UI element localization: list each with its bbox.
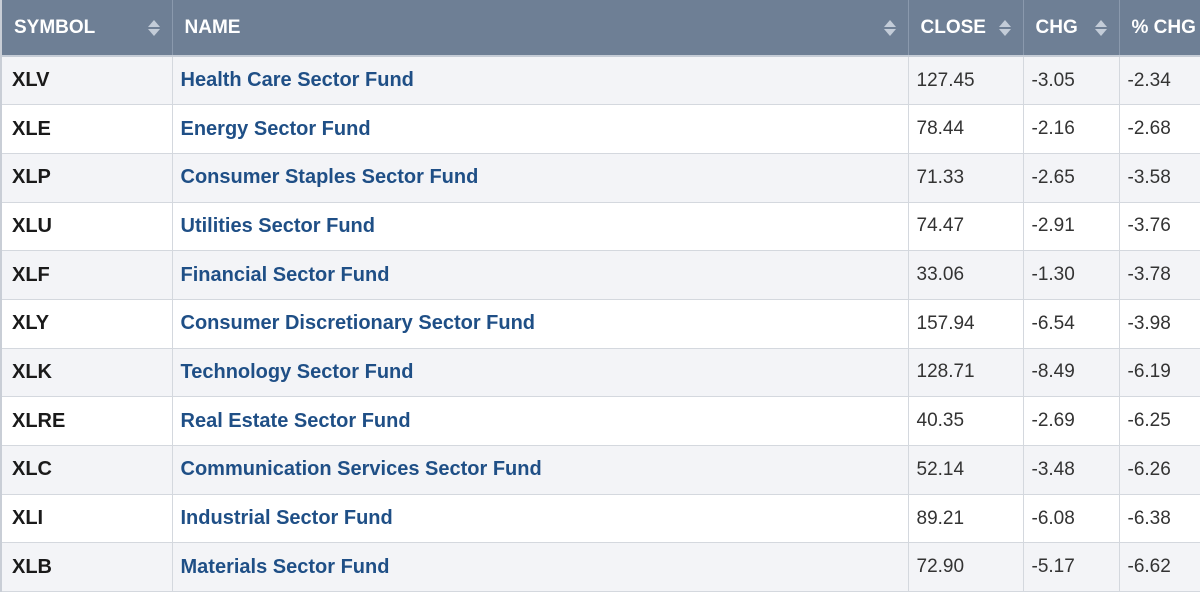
table-row: XLRE Real Estate Sector Fund 40.35 -2.69 -6.… xyxy=(2,396,1200,446)
fund-name-link[interactable]: Real Estate Sector Fund xyxy=(180,409,411,432)
fund-name-cell: Energy Sector Fund xyxy=(172,104,909,154)
fund-name-link[interactable]: Financial Sector Fund xyxy=(180,263,390,286)
symbol-cell: XLY xyxy=(2,299,173,349)
symbol-cell: XLU xyxy=(2,202,173,252)
symbol-cell: XLE xyxy=(2,104,173,154)
table-row: XLP Consumer Staples Sector Fund 71.33 -2.6… xyxy=(2,153,1200,203)
pct-chg-cell: -3.58 xyxy=(1119,153,1200,203)
close-cell: 157.94 xyxy=(908,299,1024,349)
sort-arrows-icon[interactable] xyxy=(998,19,1011,36)
fund-name-cell: Technology Sector Fund xyxy=(172,348,909,398)
fund-name-cell: Consumer Discretionary Sector Fund xyxy=(172,299,909,349)
table-row: XLK Technology Sector Fund 128.71 -8.49 -6.1… xyxy=(2,348,1200,398)
pct-chg-cell: -2.34 xyxy=(1119,56,1200,106)
table-body: XLV Health Care Sector Fund 127.45 -3.05 -2.… xyxy=(2,56,1200,592)
column-header-label: SYMBOL xyxy=(14,16,96,38)
close-cell: 78.44 xyxy=(908,104,1024,154)
close-cell: 40.35 xyxy=(908,396,1024,446)
close-cell: 127.45 xyxy=(908,56,1024,106)
pct-chg-cell: -6.38 xyxy=(1119,494,1200,544)
column-header-label: CHG xyxy=(1035,16,1078,38)
chg-cell: -2.65 xyxy=(1023,153,1120,203)
chg-cell: -2.16 xyxy=(1023,104,1120,154)
close-cell: 128.71 xyxy=(908,348,1024,398)
fund-name-cell: Real Estate Sector Fund xyxy=(172,396,909,446)
chg-cell: -2.91 xyxy=(1023,202,1120,252)
column-header-pct-chg[interactable]: % CHG xyxy=(1119,0,1200,57)
chg-cell: -2.69 xyxy=(1023,396,1120,446)
chg-cell: -1.30 xyxy=(1023,250,1120,300)
fund-name-cell: Communication Services Sector Fund xyxy=(172,445,909,495)
close-cell: 33.06 xyxy=(908,250,1024,300)
pct-chg-cell: -6.19 xyxy=(1119,348,1200,398)
symbol-cell: XLP xyxy=(2,153,173,203)
fund-name-link[interactable]: Industrial Sector Fund xyxy=(180,507,393,530)
fund-name-link[interactable]: Consumer Discretionary Sector Fund xyxy=(180,312,536,335)
fund-name-link[interactable]: Materials Sector Fund xyxy=(180,555,390,578)
fund-name-link[interactable]: Energy Sector Fund xyxy=(180,117,371,140)
symbol-cell: XLI xyxy=(2,494,173,544)
fund-name-cell: Consumer Staples Sector Fund xyxy=(172,153,909,203)
pct-chg-cell: -3.76 xyxy=(1119,202,1200,252)
fund-name-cell: Financial Sector Fund xyxy=(172,250,909,300)
column-header-chg[interactable]: CHG xyxy=(1023,0,1120,57)
pct-chg-cell: -3.98 xyxy=(1119,299,1200,349)
close-cell: 72.90 xyxy=(908,542,1024,592)
table-row: XLV Health Care Sector Fund 127.45 -3.05 -2.… xyxy=(2,56,1200,106)
column-header-symbol[interactable]: SYMBOL xyxy=(2,0,173,57)
chg-cell: -3.05 xyxy=(1023,56,1120,106)
fund-name-cell: Utilities Sector Fund xyxy=(172,202,909,252)
fund-name-link[interactable]: Health Care Sector Fund xyxy=(180,69,414,92)
close-cell: 74.47 xyxy=(908,202,1024,252)
table-row: XLY Consumer Discretionary Sector Fund 157… xyxy=(2,299,1200,349)
fund-name-link[interactable]: Consumer Staples Sector Fund xyxy=(180,166,479,189)
table-row: XLF Financial Sector Fund 33.06 -1.30 -3.78 xyxy=(2,250,1200,300)
sort-arrows-icon[interactable] xyxy=(1094,19,1107,36)
column-header-label: % CHG xyxy=(1131,16,1196,38)
column-header-name[interactable]: NAME xyxy=(172,0,909,57)
table-row: XLU Utilities Sector Fund 74.47 -2.91 -3.76 xyxy=(2,202,1200,252)
column-header-label: NAME xyxy=(184,16,241,38)
fund-name-link[interactable]: Communication Services Sector Fund xyxy=(180,458,542,481)
symbol-cell: XLK xyxy=(2,348,173,398)
symbol-cell: XLC xyxy=(2,445,173,495)
symbol-cell: XLV xyxy=(2,56,173,106)
symbol-cell: XLF xyxy=(2,250,173,300)
pct-chg-cell: -3.78 xyxy=(1119,250,1200,300)
column-header-close[interactable]: CLOSE xyxy=(908,0,1024,57)
close-cell: 89.21 xyxy=(908,494,1024,544)
sort-arrows-icon[interactable] xyxy=(147,19,160,36)
chg-cell: -3.48 xyxy=(1023,445,1120,495)
table-row: XLI Industrial Sector Fund 89.21 -6.08 -6.38 xyxy=(2,494,1200,544)
symbol-cell: XLRE xyxy=(2,396,173,446)
fund-name-link[interactable]: Utilities Sector Fund xyxy=(180,214,375,237)
pct-chg-cell: -6.25 xyxy=(1119,396,1200,446)
close-cell: 52.14 xyxy=(908,445,1024,495)
table-row: XLB Materials Sector Fund 72.90 -5.17 -6.62 xyxy=(2,542,1200,592)
table-header-row: SYMBOL NAME CLOSE xyxy=(2,0,1200,57)
chg-cell: -6.54 xyxy=(1023,299,1120,349)
sort-arrows-icon[interactable] xyxy=(883,19,896,36)
fund-name-link[interactable]: Technology Sector Fund xyxy=(180,360,414,383)
column-header-label: CLOSE xyxy=(920,16,986,38)
chg-cell: -8.49 xyxy=(1023,348,1120,398)
fund-name-cell: Industrial Sector Fund xyxy=(172,494,909,544)
table-row: XLC Communication Services Sector Fund 52.… xyxy=(2,445,1200,495)
fund-name-cell: Materials Sector Fund xyxy=(172,542,909,592)
chg-cell: -5.17 xyxy=(1023,542,1120,592)
table-row: XLE Energy Sector Fund 78.44 -2.16 -2.68 xyxy=(2,104,1200,154)
fund-name-cell: Health Care Sector Fund xyxy=(172,56,909,106)
pct-chg-cell: -6.62 xyxy=(1119,542,1200,592)
chg-cell: -6.08 xyxy=(1023,494,1120,544)
pct-chg-cell: -6.26 xyxy=(1119,445,1200,495)
close-cell: 71.33 xyxy=(908,153,1024,203)
symbol-cell: XLB xyxy=(2,542,173,592)
pct-chg-cell: -2.68 xyxy=(1119,104,1200,154)
